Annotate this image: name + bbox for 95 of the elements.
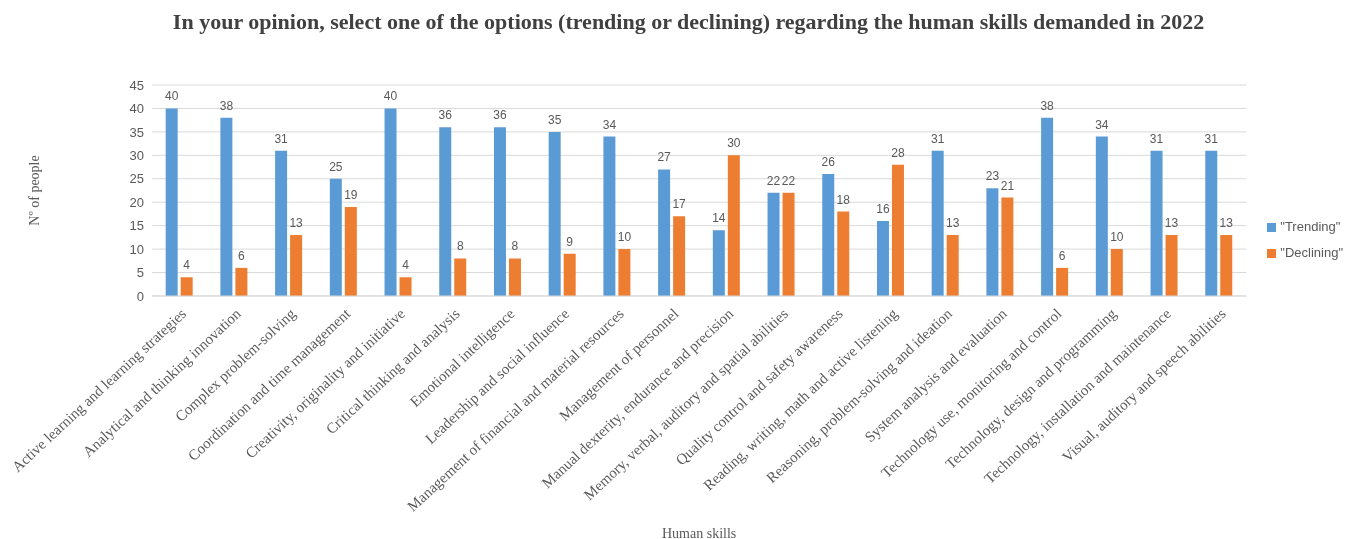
- data-label: 28: [891, 145, 905, 160]
- bar: [876, 220, 889, 296]
- bar: [603, 136, 616, 296]
- data-label: 34: [602, 117, 617, 132]
- y-tick-label: 45: [129, 77, 144, 93]
- data-label: 40: [165, 89, 179, 104]
- bar: [782, 192, 795, 296]
- bar: [439, 127, 452, 296]
- bar: [986, 188, 999, 296]
- bar: [727, 155, 740, 296]
- data-label: 8: [456, 239, 464, 254]
- data-label: 38: [219, 98, 234, 113]
- data-label: 27: [657, 150, 672, 165]
- bar: [329, 178, 342, 296]
- data-label: 36: [493, 108, 507, 123]
- bar: [548, 131, 561, 296]
- bar: [165, 108, 178, 296]
- data-label: 13: [289, 216, 304, 231]
- bar: [493, 127, 506, 296]
- y-tick-label: 40: [129, 101, 144, 117]
- data-label: 35: [548, 112, 562, 127]
- bar: [837, 211, 850, 296]
- bar: [931, 150, 944, 296]
- legend-label: "Trending": [1280, 219, 1341, 234]
- data-label: 6: [1058, 248, 1066, 263]
- bar: [180, 277, 193, 296]
- bar: [235, 267, 248, 296]
- data-label: 31: [274, 131, 289, 146]
- y-tick-label: 25: [129, 171, 144, 187]
- bar: [1220, 235, 1233, 296]
- data-label: 18: [836, 192, 851, 207]
- y-tick-label: 20: [129, 194, 144, 210]
- bar: [891, 164, 904, 296]
- bar: [1041, 117, 1054, 296]
- bar: [673, 216, 686, 296]
- data-label: 40: [383, 89, 398, 104]
- data-label: 13: [1164, 216, 1179, 231]
- legend-label: "Declining": [1280, 245, 1343, 260]
- bar: [1056, 267, 1069, 296]
- bar: [344, 206, 357, 296]
- bar: [822, 174, 835, 296]
- bar: [563, 253, 576, 296]
- data-label: 31: [1204, 131, 1219, 146]
- data-label: 22: [781, 173, 796, 188]
- data-label: 4: [402, 258, 410, 273]
- data-label: 38: [1040, 98, 1055, 113]
- bar: [290, 235, 303, 296]
- bar: [399, 277, 412, 296]
- data-label: 14: [712, 211, 726, 226]
- data-label: 10: [1110, 230, 1124, 245]
- data-label: 31: [1149, 131, 1164, 146]
- bar: [275, 150, 288, 296]
- chart-title: In your opinion, select one of the options (trending or declining) regarding the human skills demanded in 2022: [171, 8, 1206, 36]
- y-tick-label: 30: [129, 147, 144, 163]
- bar: [767, 192, 780, 296]
- data-label: 13: [946, 216, 960, 231]
- data-label: 19: [344, 187, 358, 202]
- data-label: 9: [566, 234, 574, 249]
- data-label: 4: [183, 258, 191, 273]
- data-label: 10: [617, 230, 632, 245]
- bar: [1205, 150, 1218, 296]
- x-axis-title: Human skills: [662, 526, 737, 539]
- y-axis-title: Nº of people: [26, 155, 42, 226]
- bar: [712, 230, 725, 296]
- data-label: 23: [985, 169, 1000, 184]
- y-tick-label: 35: [129, 124, 144, 140]
- bar: [454, 258, 467, 296]
- bar: [658, 169, 671, 296]
- data-label: 13: [1219, 216, 1234, 231]
- data-label: 34: [1095, 117, 1109, 132]
- data-label: 22: [766, 173, 781, 188]
- data-label: 25: [329, 159, 343, 174]
- data-label: 16: [876, 201, 890, 216]
- data-label: 26: [821, 155, 836, 170]
- data-label: 31: [931, 131, 945, 146]
- bar: [384, 108, 397, 296]
- bar: [618, 249, 631, 296]
- y-tick-label: 10: [129, 241, 144, 257]
- bar: [1150, 150, 1163, 296]
- data-label: 30: [727, 136, 741, 151]
- data-label: 17: [672, 197, 687, 212]
- data-label: 36: [438, 108, 453, 123]
- bar: [1095, 136, 1108, 296]
- data-label: 6: [238, 248, 246, 263]
- bar: [220, 117, 233, 296]
- bar: [508, 258, 521, 296]
- bar: [1165, 235, 1178, 296]
- bar: [1110, 249, 1123, 296]
- y-tick-label: 0: [136, 288, 144, 304]
- data-label: 8: [511, 239, 519, 254]
- y-tick-label: 5: [136, 265, 144, 281]
- y-tick-label: 15: [129, 218, 144, 234]
- bar: [1001, 197, 1014, 296]
- data-label: 21: [1000, 178, 1015, 193]
- bar: [946, 235, 959, 296]
